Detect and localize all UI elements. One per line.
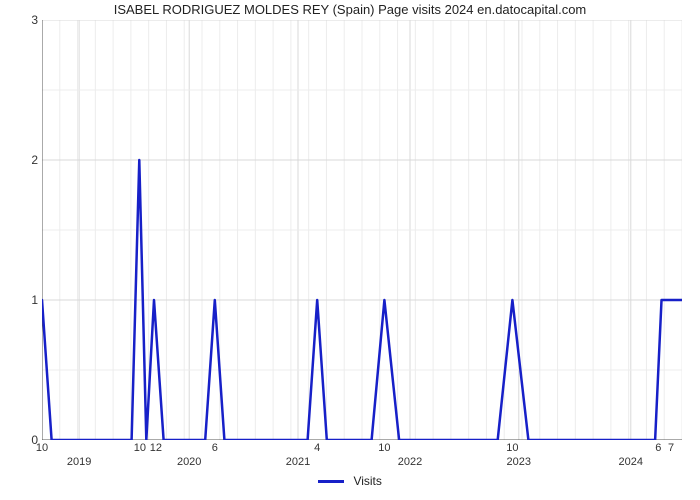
x-value-tick-label: 6 bbox=[655, 442, 661, 454]
y-tick-label: 3 bbox=[18, 13, 38, 27]
legend-label: Visits bbox=[353, 474, 381, 488]
plot-area bbox=[42, 20, 682, 440]
x-value-tick-label: 10 bbox=[378, 442, 390, 454]
x-year-tick-label: 2024 bbox=[619, 456, 643, 468]
y-tick-label: 2 bbox=[18, 153, 38, 167]
x-value-tick-label: 6 bbox=[212, 442, 218, 454]
x-year-tick-label: 2021 bbox=[286, 456, 310, 468]
x-value-tick-label: 7 bbox=[668, 442, 674, 454]
x-value-tick-label: 4 bbox=[314, 442, 320, 454]
x-year-tick-label: 2020 bbox=[177, 456, 201, 468]
x-year-tick-label: 2023 bbox=[507, 456, 531, 468]
legend-swatch bbox=[318, 480, 344, 483]
legend: Visits bbox=[0, 474, 700, 488]
y-tick-label: 1 bbox=[18, 293, 38, 307]
chart-title: ISABEL RODRIGUEZ MOLDES REY (Spain) Page… bbox=[0, 0, 700, 17]
x-value-tick-label: 10 bbox=[506, 442, 518, 454]
x-value-tick-label: 12 bbox=[150, 442, 162, 454]
chart-svg bbox=[42, 20, 682, 440]
x-value-tick-label: 10 bbox=[134, 442, 146, 454]
x-year-tick-label: 2022 bbox=[398, 456, 422, 468]
chart-container: ISABEL RODRIGUEZ MOLDES REY (Spain) Page… bbox=[0, 0, 700, 500]
x-year-tick-label: 2019 bbox=[67, 456, 91, 468]
x-value-tick-label: 10 bbox=[36, 442, 48, 454]
